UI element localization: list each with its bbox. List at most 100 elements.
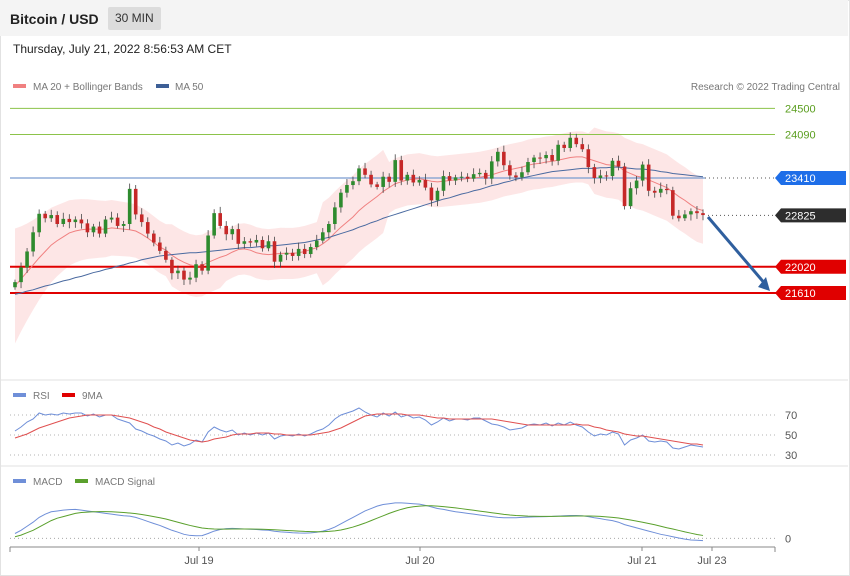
candle-body <box>176 270 180 274</box>
ma50-legend-swatch <box>156 84 169 88</box>
candle-body <box>429 187 434 201</box>
candle-body <box>387 176 391 182</box>
bollinger-band <box>15 127 703 344</box>
candle-body <box>152 233 156 243</box>
candle-body <box>236 229 241 244</box>
candle-body <box>652 190 657 193</box>
candle-body <box>532 157 536 163</box>
candle-body <box>37 213 41 233</box>
candle-body <box>465 176 470 179</box>
y-tick-label: 50 <box>785 430 797 442</box>
candle-body <box>689 211 693 215</box>
candle-body <box>405 174 410 181</box>
level-tag-label: 22825 <box>785 210 816 222</box>
candle-body <box>447 176 452 181</box>
candle-body <box>43 213 47 219</box>
candle-body <box>164 250 168 260</box>
candle-body <box>381 176 385 187</box>
candle-body <box>242 241 247 244</box>
instrument-title: Bitcoin / USD <box>10 11 99 27</box>
level-tag <box>775 259 846 274</box>
candle-body <box>417 179 422 183</box>
candle-body <box>586 149 591 168</box>
forecast-arrow-shaft <box>706 215 768 286</box>
candle-body <box>206 235 210 271</box>
candle-body <box>477 172 482 175</box>
candle-body <box>320 232 325 241</box>
rsi-plot: 70 50 30 <box>10 407 797 462</box>
candle-body <box>363 168 367 175</box>
candle-body <box>701 213 705 216</box>
candle-body <box>200 264 204 271</box>
candle-body <box>351 181 355 186</box>
level-tag <box>775 208 846 223</box>
candle-body <box>79 219 84 224</box>
timeframe-button[interactable]: 30 MIN <box>108 7 161 30</box>
candle-body <box>671 190 675 216</box>
candle-body <box>598 175 603 178</box>
candle-body <box>616 160 621 167</box>
candle-body <box>544 155 548 159</box>
forecast-arrow <box>706 215 770 291</box>
candle-body <box>67 218 72 223</box>
candle-body <box>423 179 428 188</box>
candle-body <box>194 264 198 278</box>
bollinger-band-area <box>15 127 703 344</box>
candle-body <box>145 222 150 234</box>
candle-body <box>91 226 96 233</box>
candle-body <box>73 219 78 223</box>
candle-body <box>260 239 265 249</box>
candle-body <box>266 241 271 249</box>
candle-body <box>508 165 512 176</box>
candle-body <box>634 180 639 189</box>
macd-legend-label: MACD <box>33 477 62 488</box>
candle-body <box>538 157 542 159</box>
candle-body <box>188 277 192 280</box>
candle-body <box>339 192 343 208</box>
candle-body <box>182 270 186 280</box>
candle-body <box>622 166 627 207</box>
candle-body <box>121 224 126 226</box>
y-tick-label: 0 <box>785 533 791 545</box>
candle-body <box>127 188 132 224</box>
y-tick-label: 30 <box>785 450 797 462</box>
candle-body <box>248 241 253 243</box>
candle-body <box>658 188 663 193</box>
candle-body <box>49 215 54 219</box>
candle-body <box>296 248 301 256</box>
chart-header: Bitcoin / USD 30 MIN <box>0 0 848 36</box>
signal-legend-swatch <box>75 479 88 483</box>
candle-body <box>333 207 337 224</box>
x-tick-label: Jul 21 <box>627 555 656 567</box>
forecast-arrow-head <box>758 277 770 291</box>
candle-body <box>489 161 494 179</box>
candle-body <box>459 176 464 178</box>
credit-label: Research © 2022 Trading Central <box>691 82 840 93</box>
candle-body <box>170 259 174 274</box>
candle-body <box>526 162 530 173</box>
candle-body <box>502 151 506 166</box>
candle-body <box>441 176 446 191</box>
candle-body <box>314 240 319 247</box>
candle-body <box>278 254 283 262</box>
candle-body <box>580 144 585 150</box>
candle-body <box>496 151 500 162</box>
candle-body <box>109 217 114 220</box>
rsi-legend-label: RSI <box>33 391 50 402</box>
candle-body <box>471 174 476 179</box>
candle-body <box>393 160 398 182</box>
signal-legend-label: MACD Signal <box>95 477 155 488</box>
time-axis-labels: Jul 19 Jul 20 Jul 21 Jul 23 <box>184 547 727 567</box>
candle-body <box>55 215 60 224</box>
candle-body <box>628 188 633 207</box>
price-level-tags: 24500 24090 23410 22825 22020 21610 <box>775 103 846 300</box>
candle-body <box>610 160 615 177</box>
candle-body <box>574 137 579 145</box>
x-tick-label: Jul 20 <box>405 555 434 567</box>
price-levels <box>10 107 778 294</box>
level-tag-label: 23410 <box>785 173 816 185</box>
candle-body <box>230 229 235 235</box>
candle-body <box>399 160 404 181</box>
